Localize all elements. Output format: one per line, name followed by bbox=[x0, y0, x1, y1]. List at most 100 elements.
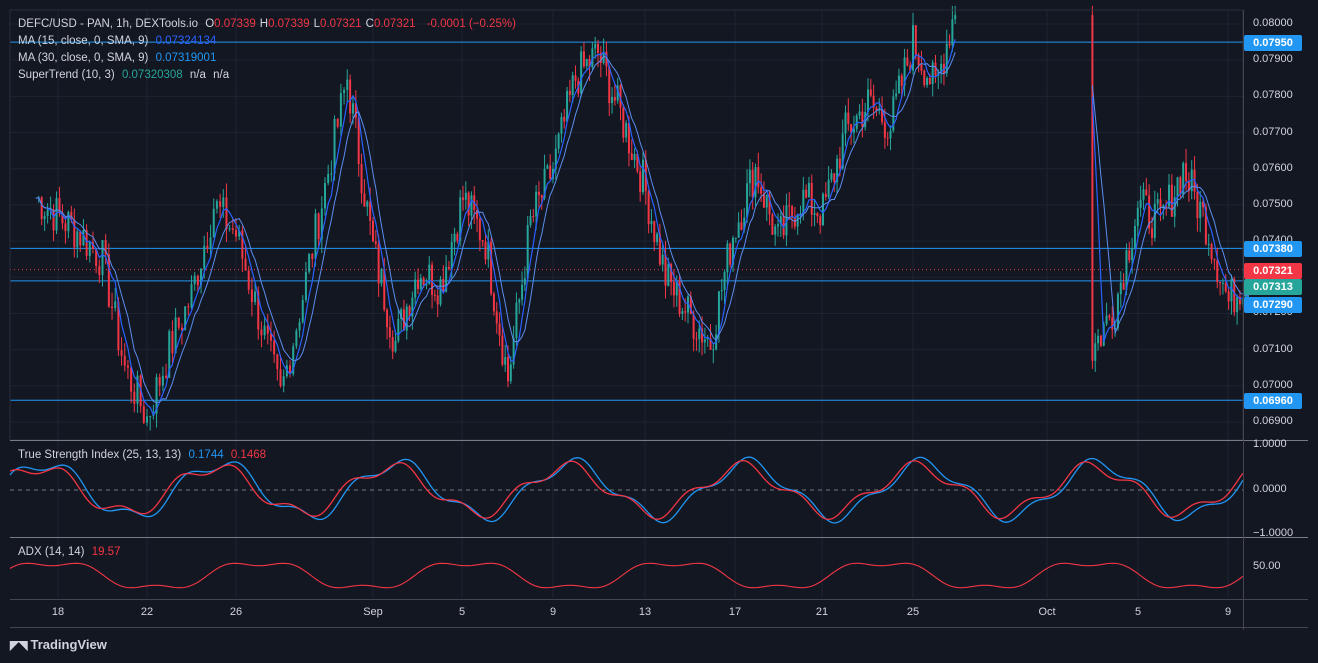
tsi-legend[interactable]: True Strength Index (25, 13, 13) 0.1744 … bbox=[18, 448, 270, 462]
candle-body bbox=[672, 282, 675, 296]
candle-body bbox=[149, 415, 152, 417]
candle-body bbox=[1216, 260, 1219, 283]
price-label-level-07380: 0.07380 bbox=[1244, 241, 1302, 257]
candle-body bbox=[73, 219, 76, 248]
tradingview-logo[interactable]: ◤◥ TradingView bbox=[10, 637, 107, 652]
candle-body bbox=[374, 241, 377, 245]
candle-body bbox=[484, 241, 487, 260]
candle-body bbox=[521, 284, 524, 300]
candle-body bbox=[613, 97, 616, 101]
candle-body bbox=[782, 216, 785, 236]
candle-body bbox=[788, 205, 791, 207]
candle-body bbox=[549, 165, 552, 180]
candle-body bbox=[917, 54, 920, 65]
candle-body bbox=[920, 64, 923, 71]
candle-body bbox=[276, 354, 279, 370]
candle-body bbox=[1153, 203, 1156, 238]
candle-body bbox=[1179, 177, 1182, 195]
candle-body bbox=[695, 338, 698, 340]
candle-body bbox=[1136, 207, 1139, 227]
candle-body bbox=[1182, 163, 1185, 195]
candle-body bbox=[1204, 207, 1207, 245]
candle-body bbox=[146, 416, 148, 423]
tsi-tick: 1.0000 bbox=[1253, 438, 1287, 450]
candle-body bbox=[1105, 315, 1108, 325]
candle-body bbox=[774, 226, 777, 235]
ma30-label: MA (30, close, 0, SMA, 9) bbox=[18, 52, 149, 64]
supertrend-legend[interactable]: SuperTrend (10, 3) 0.07320308 n/a n/a bbox=[18, 68, 233, 82]
time-label: 26 bbox=[229, 606, 243, 618]
candle-body bbox=[754, 167, 757, 198]
candle-body bbox=[805, 189, 808, 198]
candle-body bbox=[869, 89, 872, 96]
candle-body bbox=[903, 57, 906, 86]
adx-value: 19.57 bbox=[91, 546, 121, 558]
candle-body bbox=[447, 266, 450, 269]
candle-body bbox=[619, 85, 622, 108]
candle-body bbox=[244, 258, 247, 271]
candle-body bbox=[563, 116, 566, 122]
candle-body bbox=[495, 311, 498, 324]
candle-body bbox=[664, 254, 667, 286]
candle-body bbox=[308, 254, 311, 272]
horizontal-levels bbox=[10, 41, 1243, 491]
price-label-level-07950: 0.07950 bbox=[1244, 35, 1302, 51]
candle-body bbox=[914, 25, 917, 55]
candle-body bbox=[1185, 163, 1188, 182]
candle-body bbox=[791, 206, 794, 218]
time-label: 13 bbox=[638, 606, 652, 618]
candle-body bbox=[111, 306, 114, 309]
candle-body bbox=[509, 364, 512, 382]
candle-body bbox=[417, 279, 419, 289]
candle-body bbox=[1238, 296, 1241, 305]
candle-body bbox=[1230, 279, 1233, 302]
candle-body bbox=[602, 51, 605, 64]
candle-body bbox=[931, 62, 934, 85]
ohlc-value: 0.07321 bbox=[373, 18, 416, 30]
candle-body bbox=[1116, 294, 1119, 328]
candle-body bbox=[260, 329, 263, 336]
candle-body bbox=[314, 213, 317, 259]
supertrend-label: SuperTrend (10, 3) bbox=[18, 69, 115, 81]
candle-body bbox=[512, 337, 515, 365]
candle-body bbox=[369, 201, 372, 221]
ohlc-key: H bbox=[259, 18, 269, 30]
candle-body bbox=[1125, 250, 1128, 290]
ohlc-key: O bbox=[205, 18, 215, 30]
candle-body bbox=[529, 215, 532, 226]
price-label-last-price: 0.07321 bbox=[1244, 263, 1302, 279]
candle-body bbox=[810, 182, 813, 215]
ma30-legend[interactable]: MA (30, close, 0, SMA, 9) 0.07319001 bbox=[18, 51, 220, 65]
candle-body bbox=[633, 153, 636, 161]
candle-body bbox=[762, 193, 765, 208]
adx-line bbox=[9, 562, 1244, 589]
candle-body bbox=[951, 19, 954, 46]
candle-body bbox=[467, 192, 470, 216]
time-label: 5 bbox=[458, 606, 466, 618]
ma15-legend[interactable]: MA (15, close, 0, SMA, 9) 0.07324134 bbox=[18, 34, 220, 48]
candle-body bbox=[431, 264, 434, 295]
candle-body bbox=[250, 289, 253, 303]
candle-body bbox=[200, 268, 203, 286]
candle-body bbox=[247, 270, 250, 290]
candle-body bbox=[1131, 248, 1134, 261]
candle-body bbox=[1199, 201, 1202, 219]
candle-body bbox=[317, 213, 320, 240]
candle-body bbox=[130, 367, 133, 392]
candle-body bbox=[231, 228, 234, 230]
candle-body bbox=[1219, 282, 1222, 284]
price-label-supertrend-price: 0.07313 bbox=[1244, 279, 1302, 295]
candle-body bbox=[269, 333, 272, 341]
candle-body bbox=[886, 137, 889, 139]
candle-body bbox=[408, 306, 411, 317]
ohlc-value: 0.07339 bbox=[268, 18, 310, 30]
candle-body bbox=[52, 209, 55, 231]
candle-body bbox=[526, 225, 529, 279]
time-label: 17 bbox=[728, 606, 742, 618]
candle-body bbox=[311, 254, 314, 259]
price-label-level-07290: 0.07290 bbox=[1244, 297, 1302, 313]
adx-legend[interactable]: ADX (14, 14) 19.57 bbox=[18, 545, 124, 559]
candle-body bbox=[263, 325, 266, 336]
price-tick: 0.07700 bbox=[1253, 125, 1293, 138]
